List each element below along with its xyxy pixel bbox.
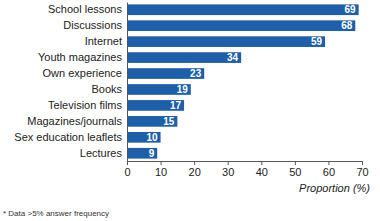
x-tick-mark [194, 161, 195, 165]
bar [127, 100, 184, 111]
y-tick: Magazines/journals [27, 115, 122, 127]
x-tick-mark [295, 161, 296, 165]
data-label: 19 [177, 84, 189, 95]
data-label: 59 [311, 36, 323, 47]
bars [127, 4, 359, 158]
y-tick: Lectures [80, 147, 123, 159]
x-tick-mark [261, 161, 262, 165]
chart-svg: 6968593423191715109School lessonsDiscuss… [0, 0, 380, 221]
bar [127, 52, 241, 63]
y-tick-label: School lessons [48, 3, 122, 15]
data-label: 68 [341, 20, 353, 31]
data-label: 9 [149, 148, 155, 159]
y-axis: School lessons Discussions Internet Youth m… [14, 3, 127, 162]
footnote: * Data >5% answer frequency [3, 209, 109, 218]
x-tick: 10 [155, 161, 167, 178]
x-tick-label: 30 [222, 166, 234, 178]
x-tick-label: 60 [323, 166, 335, 178]
y-tick-label: Youth magazines [38, 51, 122, 63]
x-axis: 0 10 20 30 40 50 60 70 [124, 161, 368, 178]
bar [127, 116, 177, 127]
x-tick-label: 10 [155, 166, 167, 178]
x-tick: 30 [222, 161, 234, 178]
y-tick: School lessons [48, 3, 122, 15]
y-tick-label: Discussions [63, 19, 122, 31]
x-tick-mark [161, 161, 162, 165]
bar [127, 20, 355, 31]
y-tick: Internet [85, 35, 122, 47]
y-tick: Youth magazines [38, 51, 122, 63]
bar [127, 148, 157, 159]
x-tick: 70 [356, 161, 368, 178]
bar [127, 36, 325, 47]
x-tick-label: 50 [289, 166, 301, 178]
data-label: 15 [163, 116, 175, 127]
bar [127, 132, 161, 143]
data-label: 34 [227, 52, 239, 63]
y-tick: Sex education leaflets [14, 131, 122, 143]
x-tick-label: 70 [356, 166, 368, 178]
y-tick-label: Television films [48, 99, 122, 111]
x-tick-label: 40 [256, 166, 268, 178]
x-tick: 40 [256, 161, 268, 178]
y-tick: Discussions [63, 19, 122, 31]
x-axis-title: Proportion (%) [299, 182, 370, 194]
x-tick: 50 [289, 161, 301, 178]
bar [127, 68, 204, 79]
x-axis-line [128, 161, 363, 162]
x-tick: 60 [323, 161, 335, 178]
data-label: 17 [170, 100, 182, 111]
y-axis-line [127, 3, 128, 162]
data-labels: 69 68 59 34 2319 17 15 10 9 [146, 4, 356, 159]
y-tick: Television films [48, 99, 122, 111]
x-tick-label: 20 [189, 166, 201, 178]
x-tick-mark [127, 161, 128, 165]
y-tick: Books [91, 83, 122, 95]
data-label: 69 [345, 4, 357, 15]
y-tick-label: Sex education leaflets [14, 131, 122, 143]
bar [127, 4, 359, 15]
bar [127, 84, 191, 95]
y-tick-label: Internet [85, 35, 122, 47]
x-tick-mark [362, 161, 363, 165]
x-tick-label: 0 [124, 166, 130, 178]
chart-container: 6968593423191715109School lessonsDiscuss… [0, 0, 380, 221]
data-label: 10 [146, 132, 158, 143]
y-tick-label: Own experience [43, 67, 123, 79]
x-tick: 0 [124, 161, 130, 178]
x-tick-mark [328, 161, 329, 165]
data-label: 23 [190, 68, 202, 79]
plot: 6968593423191715109School lessonsDiscuss… [14, 3, 368, 178]
y-tick-label: Lectures [80, 147, 123, 159]
y-tick: Own experience [43, 67, 123, 79]
y-tick-label: Books [91, 83, 122, 95]
y-tick-label: Magazines/journals [27, 115, 122, 127]
x-tick-mark [228, 161, 229, 165]
x-tick: 20 [189, 161, 201, 178]
